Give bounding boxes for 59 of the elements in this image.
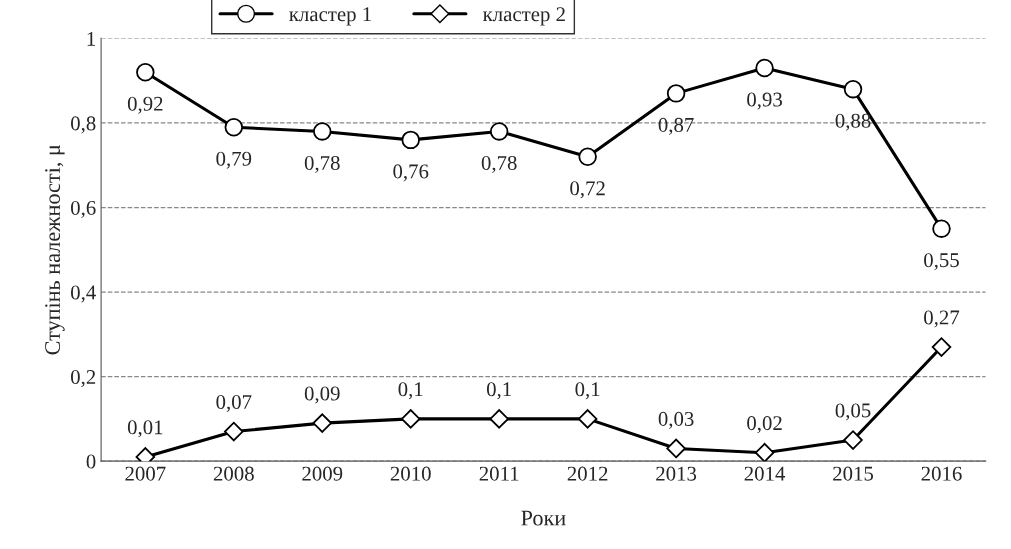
data-label: 0,78 <box>304 155 340 173</box>
point <box>666 84 686 103</box>
point <box>136 63 155 82</box>
y-tick-label: 1 <box>87 31 95 46</box>
x-tick-label: 2011 <box>479 466 519 481</box>
data-label: 0,1 <box>486 382 511 400</box>
y-tick-label: 0,8 <box>70 116 96 134</box>
x-tick-label: 2012 <box>567 466 608 481</box>
point <box>312 413 333 433</box>
point <box>313 122 332 141</box>
point <box>224 421 244 442</box>
legend-label: кластер 1 <box>289 7 371 26</box>
x-tick-label: 2009 <box>302 466 343 481</box>
data-label: 0,76 <box>393 164 429 182</box>
data-label: 0,92 <box>127 96 163 114</box>
y-tick-label: 0,6 <box>70 200 96 218</box>
point <box>489 122 509 141</box>
x-tick-label: 2007 <box>125 466 166 481</box>
x-tick-label: 2014 <box>744 466 786 481</box>
legend-label: кластер 2 <box>482 7 565 26</box>
point <box>755 58 774 78</box>
point <box>577 409 598 429</box>
point <box>843 79 863 99</box>
point <box>932 219 951 238</box>
data-label: 0,02 <box>747 416 782 434</box>
data-label: 0,88 <box>835 113 871 131</box>
data-label: 0,78 <box>481 155 517 173</box>
point <box>931 337 952 357</box>
point <box>224 117 244 137</box>
y-axis-title: Ступінь належності, μ <box>45 145 65 355</box>
point <box>578 147 597 167</box>
x-tick-label: 2016 <box>921 466 962 481</box>
data-label: 0,55 <box>924 253 959 271</box>
point <box>754 442 775 462</box>
data-label: 0,27 <box>924 310 960 328</box>
x-tick-label: 2013 <box>656 466 697 481</box>
data-label: 0,1 <box>575 382 600 400</box>
point <box>489 409 509 429</box>
point <box>666 438 686 459</box>
x-tick-label: 2008 <box>213 466 254 481</box>
y-tick-label: 0 <box>86 454 96 469</box>
data-label: 0,1 <box>398 382 423 400</box>
data-label: 0,03 <box>658 411 694 429</box>
data-label: 0,79 <box>216 151 252 169</box>
data-label: 0,09 <box>304 386 340 404</box>
data-label: 0,72 <box>570 181 605 199</box>
data-label: 0,87 <box>658 117 694 135</box>
data-label: 0,93 <box>747 92 782 110</box>
y-tick-label: 0,2 <box>70 369 96 388</box>
point <box>401 130 420 150</box>
data-label: 0,07 <box>216 394 252 412</box>
x-axis-title: Роки <box>521 510 566 526</box>
y-tick-label: 0,4 <box>70 285 96 303</box>
point <box>400 409 421 429</box>
x-tick-label: 2015 <box>833 466 874 481</box>
point <box>843 430 863 450</box>
data-label: 0,05 <box>835 403 871 421</box>
data-label: 0,01 <box>127 420 163 438</box>
x-tick-label: 2010 <box>390 466 431 481</box>
